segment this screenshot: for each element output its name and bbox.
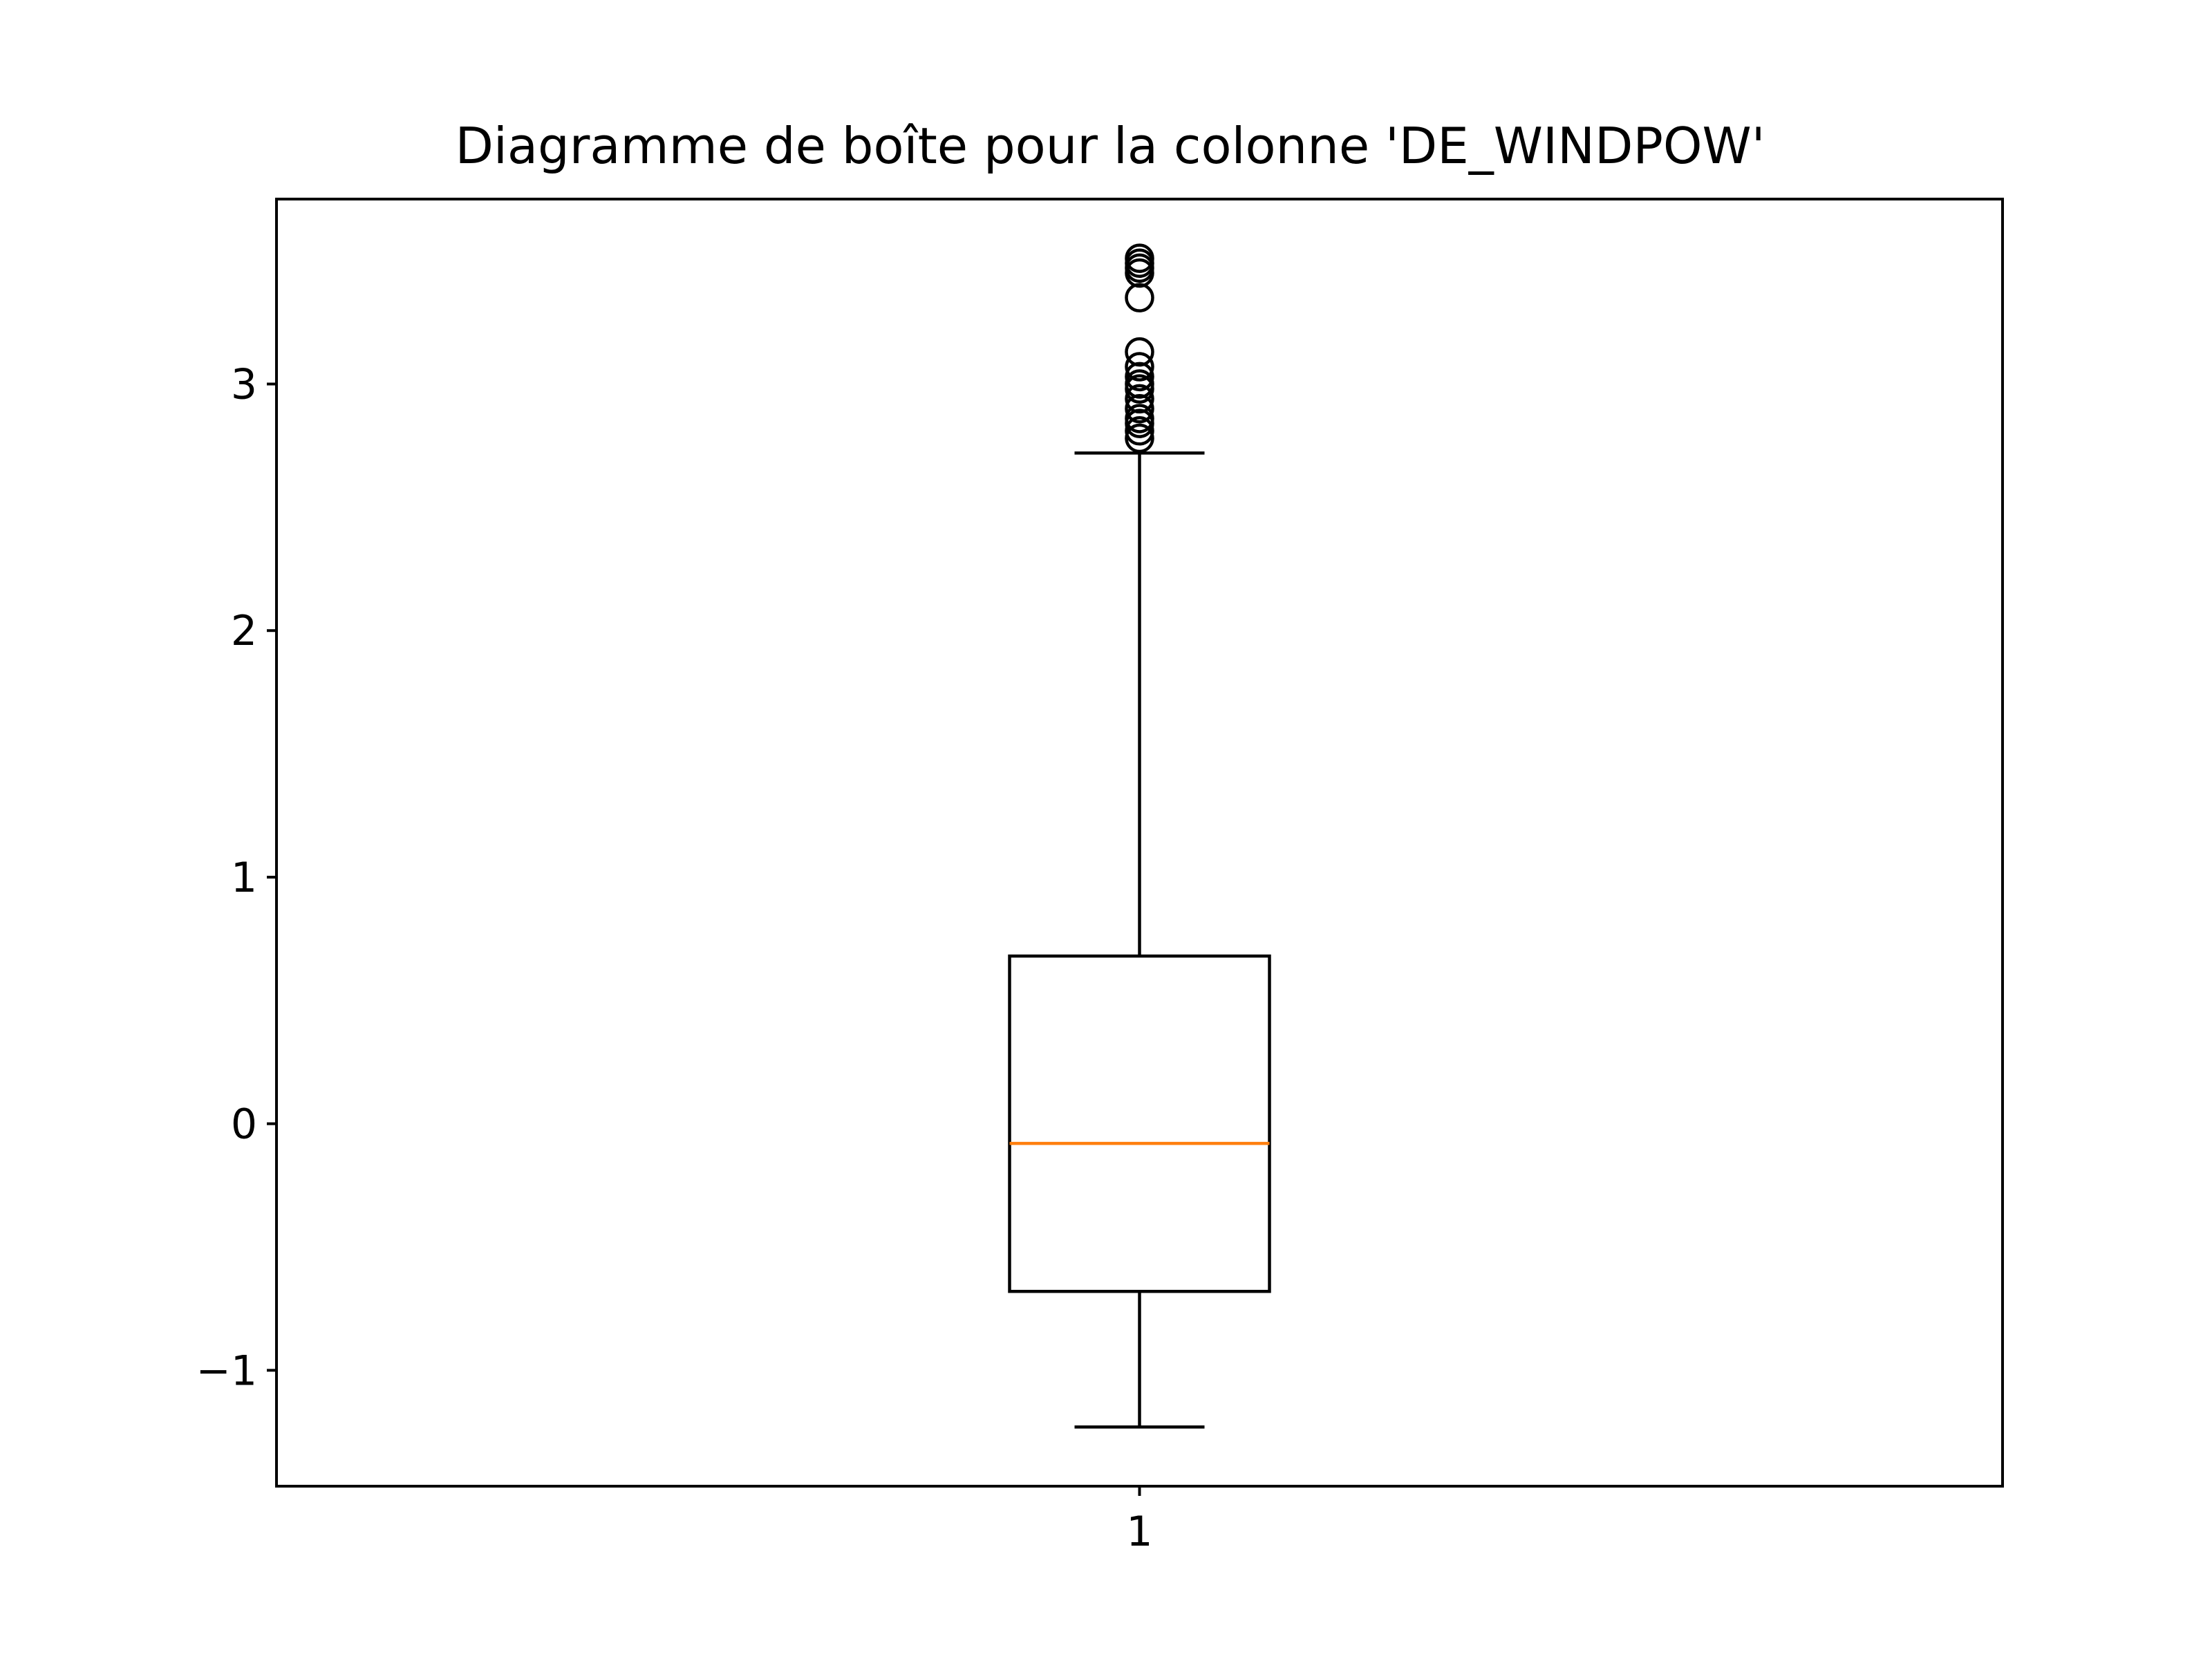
outlier-point xyxy=(1125,352,1154,382)
outlier-point xyxy=(1125,369,1154,399)
outlier-point xyxy=(1125,243,1154,273)
y-tick-label: 1 xyxy=(231,854,257,902)
outlier-point xyxy=(1125,423,1154,453)
outlier-point xyxy=(1125,283,1154,312)
outlier-point xyxy=(1125,337,1154,367)
y-tick-label: 0 xyxy=(231,1100,257,1149)
outlier-point xyxy=(1125,393,1154,424)
outlier-point xyxy=(1125,404,1154,433)
chart-title: Diagramme de boîte pour la colonne 'DE_W… xyxy=(455,117,1765,175)
iqr-box xyxy=(1008,954,1271,1293)
y-tick-label: 3 xyxy=(231,361,257,409)
outlier-point xyxy=(1125,384,1154,414)
outlier-point xyxy=(1125,416,1154,446)
outlier-point xyxy=(1125,362,1154,392)
y-tick-label: −1 xyxy=(196,1347,257,1395)
y-tick-label: 2 xyxy=(231,607,257,655)
x-tick-label: 1 xyxy=(1126,1508,1152,1556)
plot-frame xyxy=(275,198,2004,1488)
